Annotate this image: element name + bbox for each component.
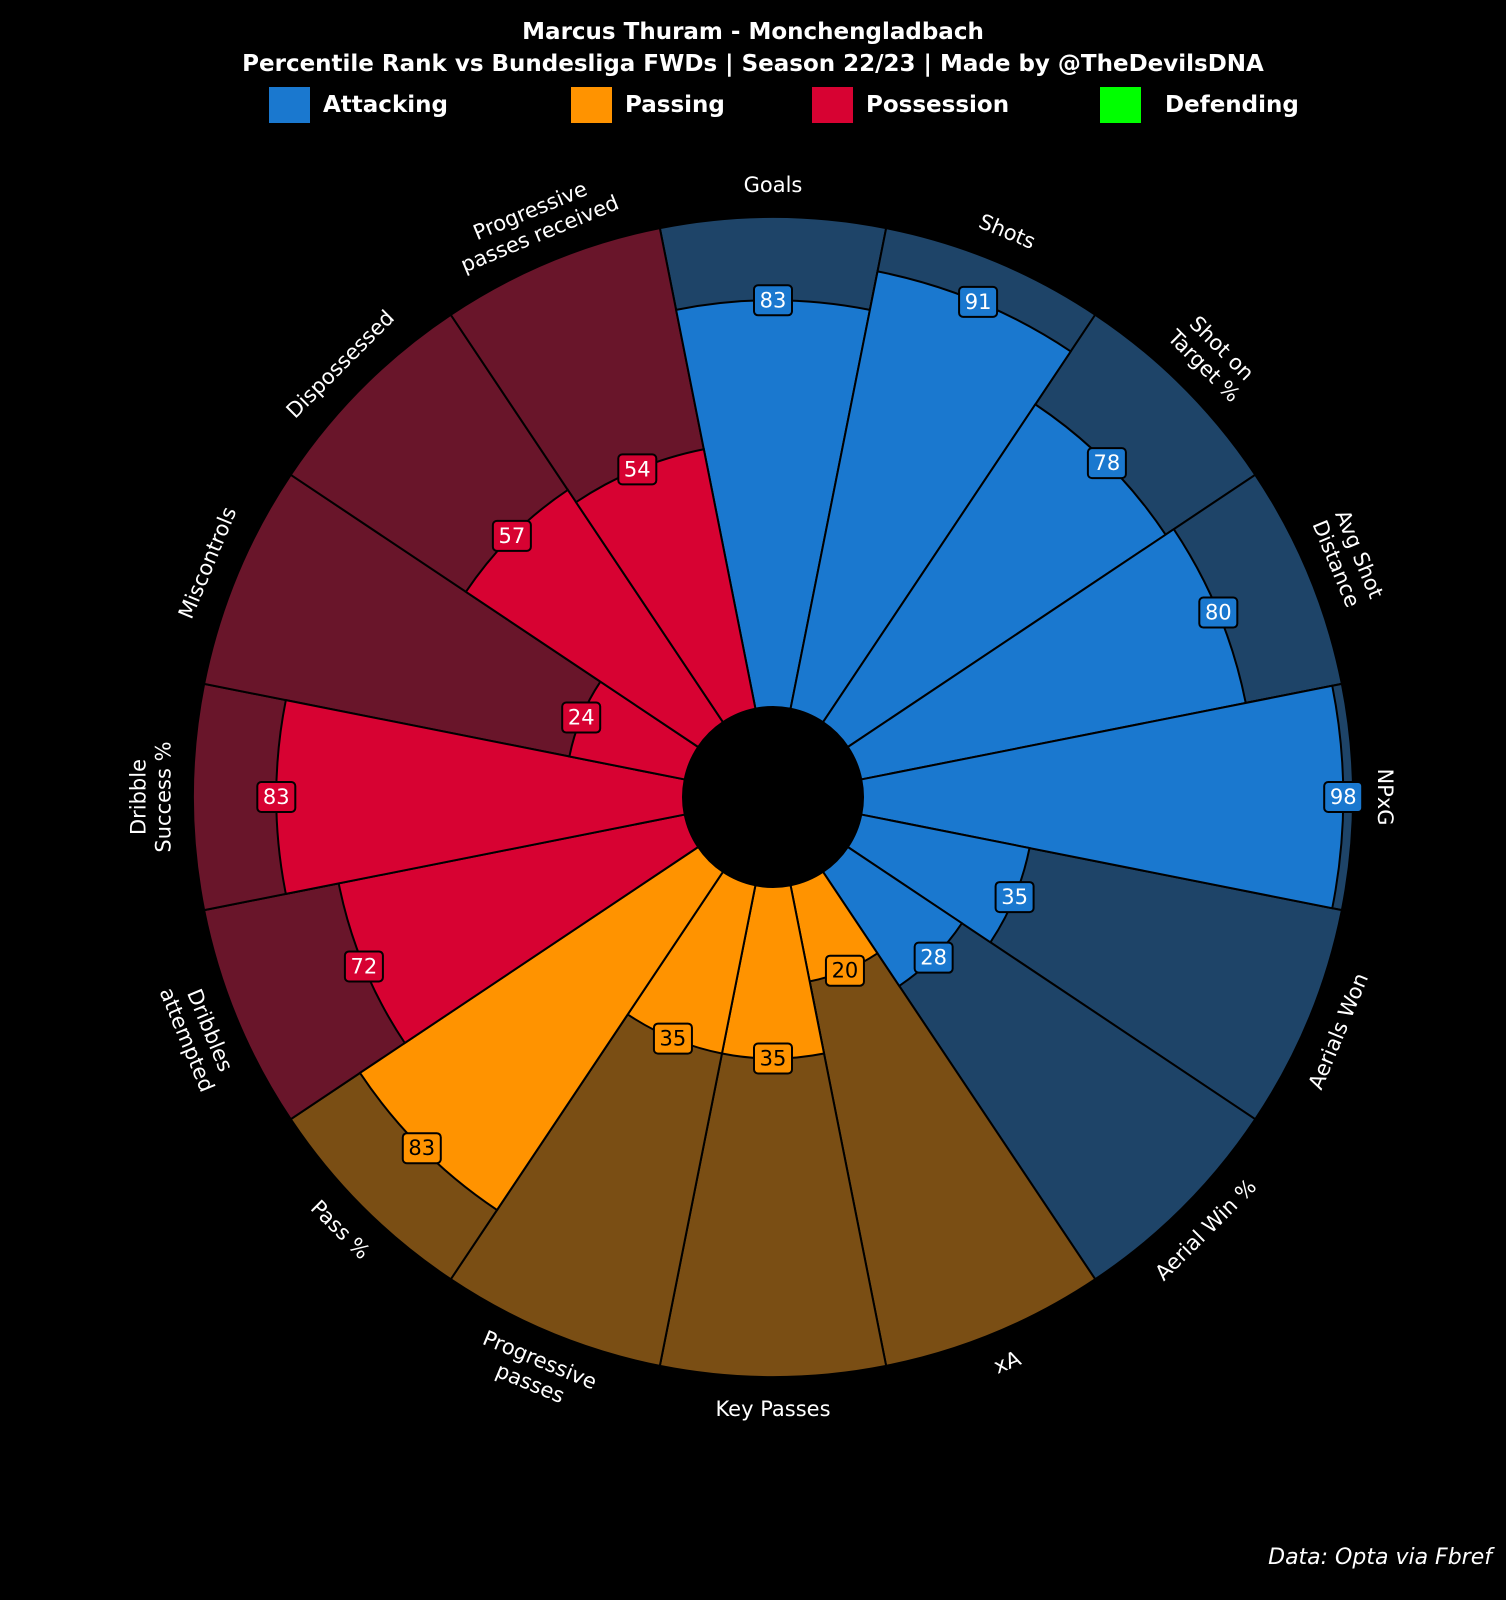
value-box-miscontrols bbox=[561, 701, 602, 734]
value-text-dribbles-attempted: 72 bbox=[351, 954, 378, 978]
data-source-note: Data: Opta via Fbref bbox=[1268, 1545, 1492, 1570]
category-label-dribble-success: DribbleSuccess % bbox=[127, 741, 176, 852]
category-label-goals: Goals bbox=[744, 173, 803, 197]
value-box-key-passes bbox=[753, 1042, 793, 1075]
value-label-pass: 83 bbox=[401, 1132, 442, 1165]
value-text-dispossessed: 57 bbox=[498, 524, 525, 548]
value-label-aerial-win: 28 bbox=[913, 941, 954, 974]
legend-label-possession: Possession bbox=[866, 92, 1010, 118]
value-label-goals: 83 bbox=[753, 284, 793, 317]
value-label-shots: 91 bbox=[958, 285, 999, 318]
value-box-avg-shot-distance bbox=[1198, 596, 1239, 629]
legend-item-defending: Defending bbox=[1100, 87, 1299, 123]
value-box-xa bbox=[824, 954, 865, 987]
chart-subtitle: Percentile Rank vs Bundesliga FWDs | Sea… bbox=[242, 51, 1264, 77]
legend-swatch-passing bbox=[571, 87, 612, 123]
value-box-shots bbox=[958, 285, 999, 318]
chart-header: Marcus Thuram - Monchengladbach Percenti… bbox=[0, 16, 1506, 80]
value-label-xa: 20 bbox=[824, 954, 865, 987]
category-label-shots: Shots bbox=[976, 209, 1039, 254]
value-label-key-passes: 35 bbox=[753, 1042, 793, 1075]
value-box-progressive-passes-received bbox=[617, 453, 658, 486]
legend: Attacking Passing Possession Defending bbox=[0, 87, 1506, 127]
category-label-avg-shot-distance: Avg ShotDistance bbox=[1307, 506, 1388, 611]
value-text-xa: 20 bbox=[832, 959, 859, 983]
value-box-dribble-success bbox=[256, 781, 297, 813]
value-box-aerial-win bbox=[913, 941, 954, 974]
legend-swatch-defending bbox=[1100, 87, 1141, 123]
value-label-progressive-passes: 35 bbox=[652, 1022, 693, 1055]
value-box-goals bbox=[753, 284, 793, 317]
category-label-xa: xA bbox=[990, 1346, 1025, 1379]
center-hole bbox=[683, 707, 863, 887]
value-label-progressive-passes-received: 54 bbox=[617, 453, 658, 486]
value-text-shot-on-target: 78 bbox=[1094, 451, 1121, 475]
value-text-aerials-won: 35 bbox=[1001, 885, 1028, 909]
legend-swatch-possession bbox=[812, 87, 853, 123]
value-text-dribble-success: 83 bbox=[263, 785, 290, 809]
value-text-npxg: 98 bbox=[1330, 785, 1357, 809]
value-box-pass bbox=[401, 1132, 442, 1165]
legend-label-defending: Defending bbox=[1165, 92, 1299, 118]
value-text-key-passes: 35 bbox=[760, 1047, 787, 1071]
value-label-dribbles-attempted: 72 bbox=[343, 950, 384, 983]
value-box-aerials-won bbox=[994, 881, 1035, 914]
value-box-dribbles-attempted bbox=[343, 950, 384, 983]
value-label-aerials-won: 35 bbox=[994, 881, 1035, 914]
category-label-npxg: NPxG bbox=[1373, 768, 1397, 825]
value-labels: 83 91 78 80 98 35 28 20 35 35 83 72 83 24 57 54 bbox=[256, 284, 1364, 1165]
chart-title: Marcus Thuram - Monchengladbach bbox=[522, 19, 984, 45]
value-text-miscontrols: 24 bbox=[568, 706, 595, 730]
value-label-avg-shot-distance: 80 bbox=[1198, 596, 1239, 629]
value-box-shot-on-target bbox=[1086, 447, 1127, 480]
value-box-dispossessed bbox=[491, 519, 532, 552]
value-text-aerial-win: 28 bbox=[920, 946, 947, 970]
value-box-npxg bbox=[1323, 781, 1364, 813]
value-label-npxg: 98 bbox=[1323, 781, 1364, 813]
value-text-avg-shot-distance: 80 bbox=[1205, 601, 1232, 625]
value-text-shots: 91 bbox=[965, 290, 992, 314]
legend-swatch-attacking bbox=[269, 87, 310, 123]
value-label-miscontrols: 24 bbox=[561, 701, 602, 734]
value-text-progressive-passes-received: 54 bbox=[624, 457, 651, 481]
center-circle bbox=[683, 707, 863, 887]
value-text-progressive-passes: 35 bbox=[660, 1027, 687, 1051]
value-text-pass: 83 bbox=[408, 1136, 435, 1160]
legend-label-passing: Passing bbox=[625, 92, 725, 118]
legend-item-passing: Passing bbox=[571, 87, 725, 123]
value-text-goals: 83 bbox=[760, 288, 787, 312]
legend-item-attacking: Attacking bbox=[269, 87, 448, 123]
value-label-shot-on-target: 78 bbox=[1086, 447, 1127, 480]
value-label-dribble-success: 83 bbox=[256, 781, 297, 813]
legend-item-possession: Possession bbox=[812, 87, 1009, 123]
category-label-key-passes: Key Passes bbox=[715, 1397, 830, 1421]
value-box-progressive-passes bbox=[652, 1022, 693, 1055]
legend-label-attacking: Attacking bbox=[323, 92, 448, 118]
value-slices bbox=[275, 270, 1345, 1212]
value-label-dispossessed: 57 bbox=[491, 519, 532, 552]
